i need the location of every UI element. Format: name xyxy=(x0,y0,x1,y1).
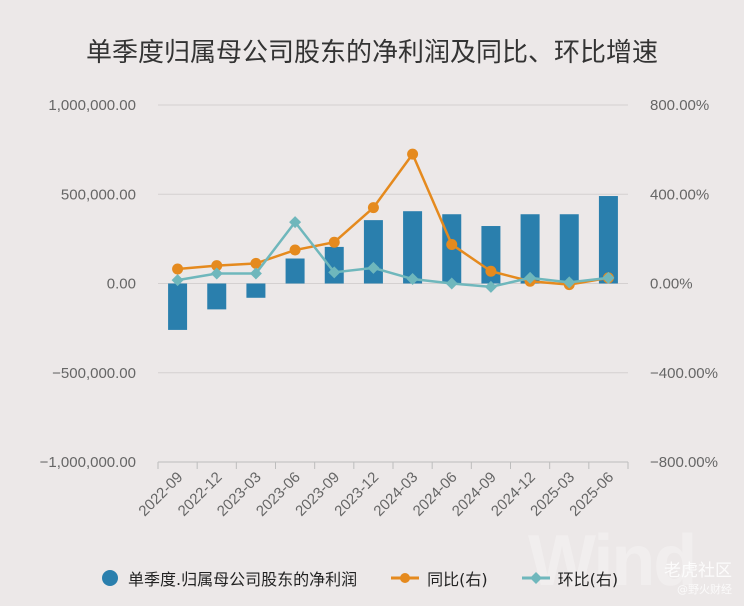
y-left-tick-label: −1,000,000.00 xyxy=(40,454,136,471)
profit-bar xyxy=(363,220,383,284)
y-right-tick-label: 800.00% xyxy=(650,97,709,114)
qoq-point xyxy=(289,216,302,229)
yoy-point xyxy=(250,257,262,269)
profit-bar xyxy=(285,258,305,284)
qoq-point xyxy=(602,271,615,284)
profit-bar xyxy=(324,246,344,284)
profit-bar xyxy=(403,211,423,284)
legend-swatch-yoy xyxy=(391,573,420,583)
y-left-tick-label: 1,000,000.00 xyxy=(48,97,136,114)
yoy-point xyxy=(328,236,340,248)
qoq-point xyxy=(171,274,184,287)
qoq-point xyxy=(406,273,419,286)
legend-label-yoy: 同比(右) xyxy=(427,570,488,589)
yoy-point xyxy=(446,238,458,250)
chart-plot: 1,000,000.00 500,000.00 0.00 −500,000.00 −1,… xyxy=(40,97,718,520)
yoy-point xyxy=(289,244,301,256)
profit-bar xyxy=(559,214,579,284)
qoq-point xyxy=(367,261,380,274)
qoq-point xyxy=(445,277,458,290)
yoy-point xyxy=(485,265,497,277)
profit-bar xyxy=(207,283,227,310)
y-left-tick-label: 0.00 xyxy=(107,276,136,293)
profit-bar xyxy=(246,283,266,298)
chart-title: 单季度归属母公司股东的净利润及同比、环比增速 xyxy=(85,38,658,68)
legend-label-qoq: 环比(右) xyxy=(557,570,619,589)
chart-legend: 单季度.归属母公司股东的净利润 同比(右) 环比(右) xyxy=(100,566,652,590)
legend-swatch-profit xyxy=(102,570,118,586)
brand-watermark: 老虎社区 @野火财经 xyxy=(664,556,732,597)
qoq-point xyxy=(484,280,497,293)
qoq-line xyxy=(177,220,609,289)
yoy-point xyxy=(407,148,419,160)
x-tick-label: 2025-06 xyxy=(566,469,617,520)
legend-swatch-qoq xyxy=(521,572,550,584)
brand-sub: @野火财经 xyxy=(677,583,732,596)
y-right-tick-label: −400.00% xyxy=(650,365,718,382)
legend-item-qoq: 环比(右) xyxy=(521,566,619,590)
brand-name: 老虎社区 xyxy=(664,561,732,581)
qoq-point xyxy=(249,267,262,280)
qoq-point xyxy=(524,271,537,284)
qoq-point xyxy=(563,276,576,289)
qoq-point xyxy=(210,267,223,280)
yoy-point xyxy=(172,263,184,275)
y-right-tick-label: −800.00% xyxy=(650,454,718,471)
profit-bar xyxy=(168,283,188,330)
yoy-point xyxy=(367,202,379,214)
legend-item-profit: 单季度.归属母公司股东的净利润 xyxy=(100,566,357,590)
yoy-point xyxy=(211,260,223,272)
legend-item-yoy: 同比(右) xyxy=(391,566,488,590)
profit-bar xyxy=(598,196,618,284)
wind-watermark: Wind xyxy=(528,521,697,601)
profit-bar xyxy=(520,214,540,284)
legend-label-profit: 单季度.归属母公司股东的净利润 xyxy=(128,570,358,589)
y-left-tick-label: −500,000.00 xyxy=(52,365,136,382)
qoq-point xyxy=(328,266,341,279)
y-right-tick-label: 400.00% xyxy=(650,186,709,203)
yoy-line xyxy=(177,151,609,286)
y-right-tick-label: 0.00% xyxy=(650,276,693,293)
y-left-tick-label: 500,000.00 xyxy=(61,186,136,203)
